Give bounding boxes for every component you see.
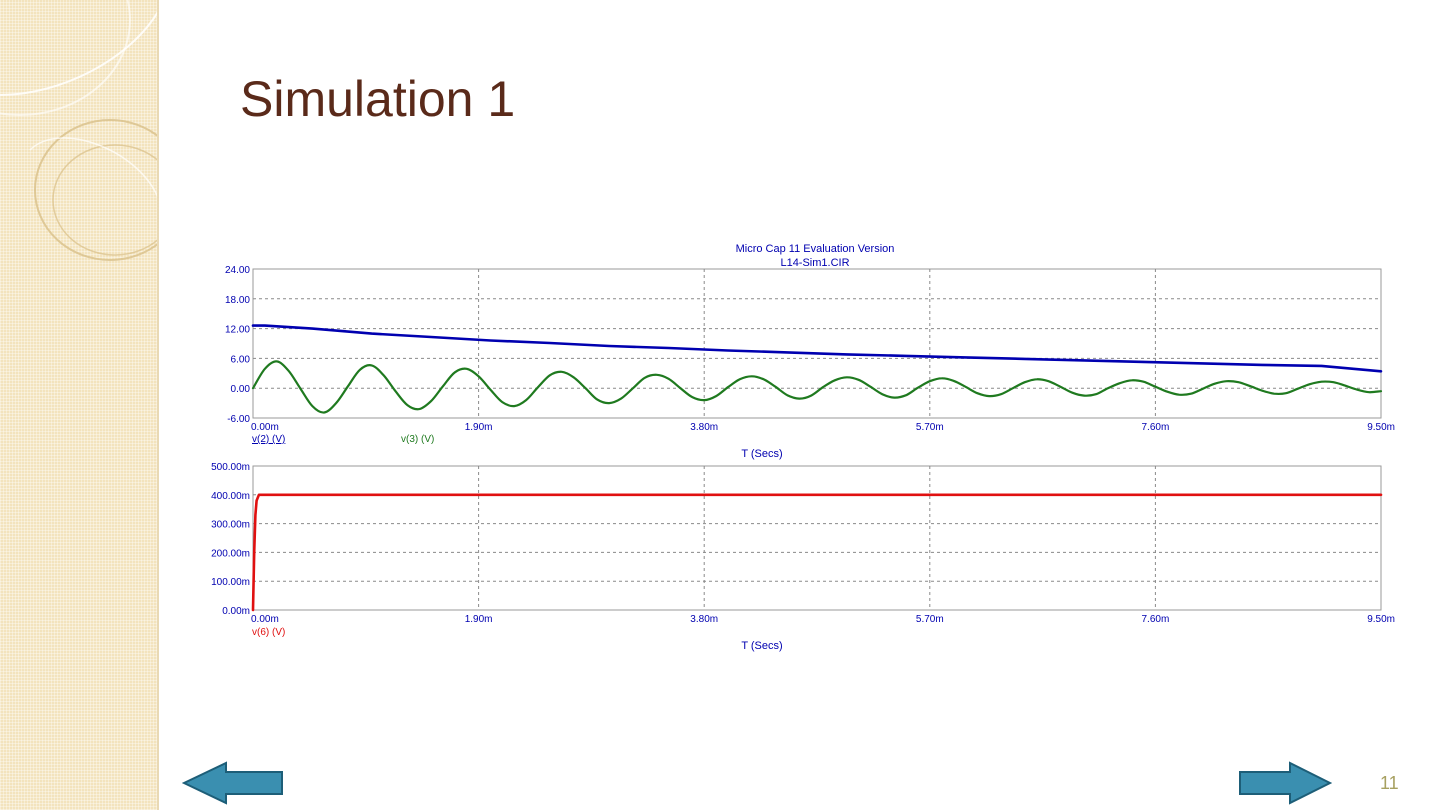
previous-slide-button[interactable] [182,760,286,806]
legend-v6: v(6) (V) [252,627,285,638]
chart-subtitle: L14-Sim1.CIR [780,257,849,269]
x-tick-label: 1.90m [465,614,493,625]
series-line-v-6-v- [251,493,1383,612]
slide-title: Simulation 1 [240,71,516,127]
y-tick-label: 500.00m [211,462,250,473]
chart-bottom-series [251,493,1383,612]
left-arrow-icon [182,761,283,805]
chart-top-series [251,324,1383,414]
chart-top: Micro Cap 11 Evaluation Version L14-Sim1… [225,243,1395,460]
chart-bottom-axis-labels: 500.00m 400.00m 300.00m 200.00m 100.00m 0.00m… [211,462,1395,625]
chart-top-axis-labels: 24.00 18.00 12.00 6.00 0.00 -6.000.00m 1.90m 3.… [225,265,1395,433]
x-tick-label: 9.50m [1367,422,1395,433]
legend-v3: v(3) (V) [401,434,434,445]
chart-bottom-grid [252,465,1382,611]
x-tick-label: 9.50m [1367,614,1395,625]
chart-top-grid [252,268,1382,419]
y-tick-label: 12.00 [225,325,250,336]
y-tick-label: -6.00 [227,414,250,425]
y-tick-label: 6.00 [231,354,251,365]
sidebar-swirl-decoration [0,0,159,261]
x-tick-label: 5.70m [916,422,944,433]
series-line-v-2-v- [251,324,1383,373]
right-arrow-icon [1239,761,1332,805]
plot-frame [252,268,1382,419]
next-slide-button[interactable] [1238,760,1332,806]
y-tick-label: 100.00m [211,577,250,588]
y-tick-label: 200.00m [211,548,250,559]
x-tick-label: 7.60m [1142,614,1170,625]
plot-frame [252,465,1382,611]
x-tick-label: 5.70m [916,614,944,625]
x-tick-label: 0.00m [251,422,279,433]
y-tick-label: 18.00 [225,295,250,306]
page-number: 11 [1380,773,1399,793]
y-tick-label: 300.00m [211,520,250,531]
legend-v2: v(2) (V) [252,434,285,445]
chart-title: Micro Cap 11 Evaluation Version [736,243,895,255]
sidebar-edge [157,0,159,810]
x-tick-label: 0.00m [251,614,279,625]
x-axis-label: T (Secs) [741,640,782,652]
x-axis-label: T (Secs) [741,448,782,460]
y-tick-label: 400.00m [211,491,250,502]
y-tick-label: 0.00 [231,384,251,395]
x-tick-label: 3.80m [690,422,718,433]
x-tick-label: 7.60m [1142,422,1170,433]
x-tick-label: 3.80m [690,614,718,625]
y-tick-label: 0.00m [222,606,250,617]
chart-bottom: 500.00m 400.00m 300.00m 200.00m 100.00m 0.00m… [211,462,1395,652]
decorative-sidebar [0,0,159,810]
y-tick-label: 24.00 [225,265,250,276]
series-line-v-3-v- [251,360,1383,414]
x-tick-label: 1.90m [465,422,493,433]
